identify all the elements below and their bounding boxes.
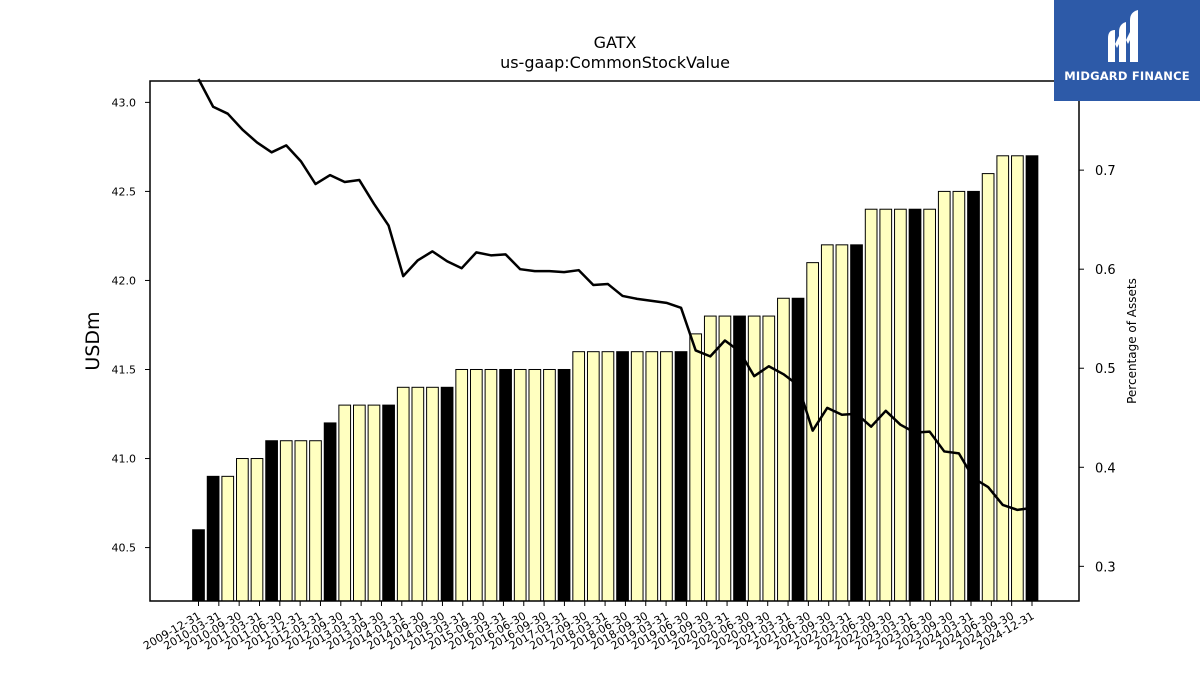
bar	[353, 404, 366, 602]
y-axis-label: USDm	[82, 311, 104, 370]
bar	[528, 368, 542, 602]
bar	[250, 458, 264, 602]
bar	[586, 351, 600, 602]
bar	[572, 351, 586, 602]
brand-name: MIDGARD FINANCE	[1064, 69, 1190, 83]
bar	[1025, 155, 1039, 602]
bar	[279, 440, 293, 602]
y2-tick-label: 0.5	[1095, 362, 1116, 377]
bar	[660, 351, 673, 602]
bar	[294, 440, 308, 602]
y-tick-label: 42.5	[112, 185, 137, 198]
bar	[192, 529, 205, 602]
bar	[236, 458, 249, 602]
bar	[630, 351, 644, 602]
bar	[601, 351, 615, 602]
bar	[879, 208, 893, 602]
bar	[967, 190, 980, 602]
bar	[996, 155, 1010, 602]
brand-logo: MIDGARD FINANCE	[1054, 0, 1200, 101]
y-tick-label: 42.0	[112, 274, 137, 287]
bar	[499, 368, 512, 602]
bar	[894, 208, 907, 602]
bar	[543, 368, 556, 602]
y2-axis-label: Percentage of Assets	[1125, 278, 1139, 404]
bar	[323, 422, 337, 602]
chart-title: GATX	[594, 33, 637, 52]
bar	[455, 368, 469, 602]
y-tick-label: 41.5	[112, 363, 137, 376]
bar	[703, 315, 717, 602]
bar	[338, 404, 352, 602]
bar	[850, 244, 863, 602]
bar	[367, 404, 381, 602]
y-tick-label: 40.5	[112, 542, 137, 555]
percentage-of-assets-line	[197, 78, 1033, 512]
bar	[513, 368, 527, 602]
y2-tick-label: 0.6	[1095, 263, 1116, 278]
bar	[557, 368, 571, 602]
y2-tick-label: 0.4	[1095, 461, 1116, 476]
bar	[616, 351, 629, 602]
bar	[309, 440, 322, 602]
bar	[937, 190, 951, 602]
bar	[440, 386, 454, 602]
bar	[952, 190, 966, 602]
bar	[747, 315, 761, 602]
bar	[864, 208, 878, 602]
bar	[674, 351, 688, 602]
bar	[206, 475, 220, 602]
bar	[718, 315, 732, 602]
bar	[820, 244, 834, 602]
y2-tick-label: 0.3	[1095, 560, 1116, 575]
y-tick-label: 41.0	[112, 453, 137, 466]
bar	[221, 475, 235, 602]
bar	[396, 386, 410, 602]
bar	[762, 315, 776, 602]
bar	[411, 386, 425, 602]
bar	[689, 333, 703, 602]
bar	[908, 208, 922, 602]
bar	[923, 208, 936, 602]
plot-area-frame	[149, 80, 1080, 602]
bar	[981, 173, 995, 602]
y2-tick-label: 0.7	[1095, 164, 1116, 179]
bar	[426, 386, 439, 602]
bar	[645, 351, 659, 602]
chart-subtitle: us-gaap:CommonStockValue	[500, 53, 730, 72]
bar	[469, 368, 483, 602]
bar	[777, 297, 790, 602]
brand-mark-icon	[1108, 10, 1138, 62]
bar	[835, 244, 849, 602]
bar	[791, 297, 805, 602]
bar	[382, 404, 395, 602]
y-tick-label: 43.0	[112, 96, 137, 109]
bar	[1011, 155, 1024, 602]
bar	[265, 440, 278, 602]
bar	[484, 368, 498, 602]
